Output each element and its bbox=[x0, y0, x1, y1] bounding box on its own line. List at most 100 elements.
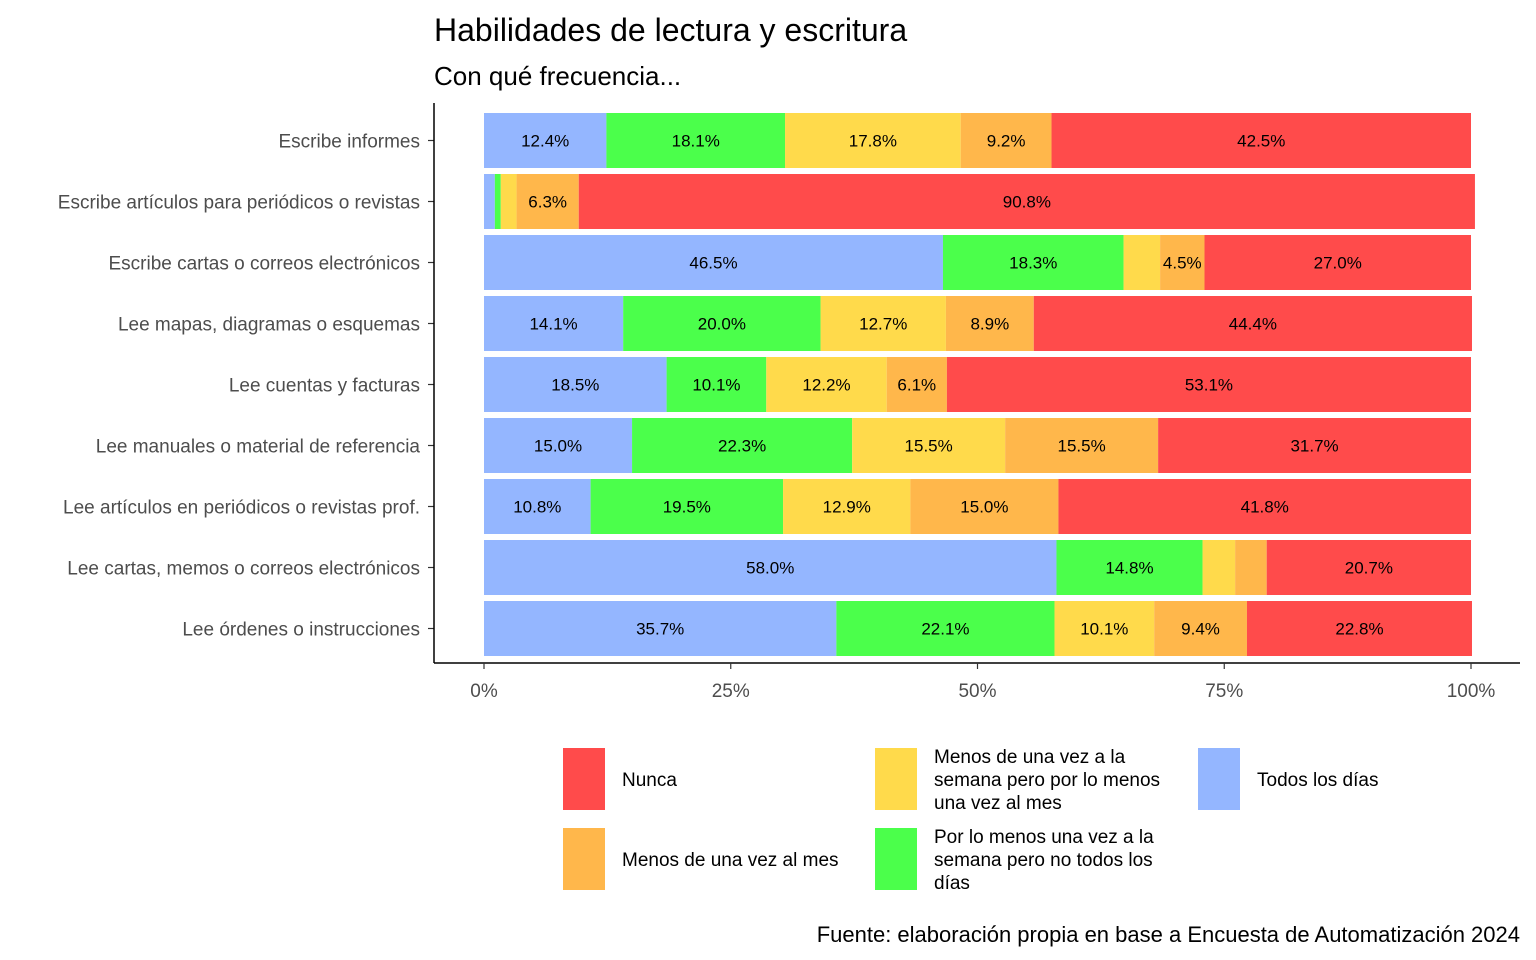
bar-value-label: 35.7% bbox=[636, 620, 684, 639]
bar-value-label: 15.5% bbox=[905, 437, 953, 456]
bar-value-label: 12.9% bbox=[823, 498, 871, 517]
bar-value-label: 15.0% bbox=[534, 437, 582, 456]
bar-segment bbox=[1246, 601, 1472, 656]
bar-value-label: 18.5% bbox=[551, 376, 599, 395]
bar-value-label: 19.5% bbox=[663, 498, 711, 517]
legend-label: Menos de una vez al mes bbox=[622, 850, 839, 871]
bar-segment bbox=[1204, 235, 1471, 290]
bar-value-label: 14.8% bbox=[1105, 559, 1153, 578]
bar-value-label: 10.1% bbox=[1080, 620, 1128, 639]
bar-value-label: 22.3% bbox=[718, 437, 766, 456]
bar-value-label: 18.3% bbox=[1009, 254, 1057, 273]
bar-value-label: 6.3% bbox=[528, 193, 567, 212]
bar-value-label: 20.7% bbox=[1345, 559, 1393, 578]
bar-segment bbox=[942, 235, 1124, 290]
bar-value-label: 58.0% bbox=[746, 559, 794, 578]
bar-segment bbox=[852, 418, 1006, 473]
bar-value-label: 53.1% bbox=[1185, 376, 1233, 395]
bar-value-label: 90.8% bbox=[1003, 193, 1051, 212]
bar-segment bbox=[484, 418, 633, 473]
bar-segment bbox=[1005, 418, 1159, 473]
bar-segment bbox=[1051, 113, 1471, 168]
bar-segment bbox=[960, 113, 1052, 168]
bar-value-label: 27.0% bbox=[1314, 254, 1362, 273]
x-tick-label: 100% bbox=[1447, 681, 1496, 702]
bar-segment bbox=[666, 357, 767, 412]
bar-segment bbox=[1054, 601, 1155, 656]
bar-segment bbox=[946, 357, 1471, 412]
bar-value-label: 4.5% bbox=[1163, 254, 1202, 273]
bar-value-label: 15.5% bbox=[1058, 437, 1106, 456]
bar-segment bbox=[632, 418, 853, 473]
legend-label: Todos los días bbox=[1257, 770, 1378, 791]
bar-segment bbox=[886, 357, 947, 412]
bar-segment bbox=[484, 601, 837, 656]
bar-segment bbox=[1123, 235, 1161, 290]
bar-segment bbox=[484, 113, 607, 168]
legend-key bbox=[875, 748, 917, 810]
bar-segment bbox=[590, 479, 784, 534]
chart-title: Habilidades de lectura y escritura bbox=[434, 12, 907, 48]
legend-key bbox=[563, 748, 605, 810]
bar-segment bbox=[1202, 540, 1236, 595]
chart-caption: Fuente: elaboración propia en base a Enc… bbox=[817, 922, 1520, 947]
x-tick-label: 75% bbox=[1205, 681, 1243, 702]
bar-segment bbox=[484, 235, 943, 290]
bar-segment bbox=[500, 174, 517, 229]
bar-value-label: 9.4% bbox=[1181, 620, 1220, 639]
legend-key bbox=[875, 828, 917, 890]
bar-value-label: 46.5% bbox=[689, 254, 737, 273]
bar-segment bbox=[484, 479, 591, 534]
bar-value-label: 10.1% bbox=[692, 376, 740, 395]
legend: Nunca Menos de una vez al mes Menos de una… bbox=[563, 747, 1378, 894]
bar-segment bbox=[783, 479, 911, 534]
x-axis: 0% 25% 50% 75% 100% bbox=[433, 103, 1520, 702]
bar-value-label: 31.7% bbox=[1290, 437, 1338, 456]
bar-segment bbox=[910, 479, 1059, 534]
bar-value-label: 12.7% bbox=[859, 315, 907, 334]
bar-segment bbox=[1235, 540, 1267, 595]
legend-label: Nunca bbox=[622, 770, 677, 791]
bar-segment bbox=[494, 174, 501, 229]
bar-value-label: 10.8% bbox=[513, 498, 561, 517]
category-label: Lee cuentas y facturas bbox=[229, 376, 420, 397]
bar-value-label: 12.2% bbox=[802, 376, 850, 395]
bar-value-label: 15.0% bbox=[960, 498, 1008, 517]
bar-segment bbox=[1154, 601, 1247, 656]
x-tick-label: 0% bbox=[470, 681, 498, 702]
bar-value-label: 6.1% bbox=[897, 376, 936, 395]
bar-value-label: 44.4% bbox=[1229, 315, 1277, 334]
bar-value-label: 22.8% bbox=[1335, 620, 1383, 639]
bar-segment bbox=[484, 540, 1057, 595]
category-label: Escribe cartas o correos electrónicos bbox=[108, 254, 420, 275]
category-label: Escribe artículos para periódicos o revi… bbox=[58, 193, 420, 214]
x-tick-label: 25% bbox=[712, 681, 750, 702]
bar-value-label: 8.9% bbox=[970, 315, 1009, 334]
legend-key bbox=[563, 828, 605, 890]
bar-value-label: 22.1% bbox=[921, 620, 969, 639]
bar-segment bbox=[1033, 296, 1472, 351]
bar-segment bbox=[484, 296, 624, 351]
bar-segment bbox=[1056, 540, 1203, 595]
bar-value-label: 42.5% bbox=[1237, 132, 1285, 151]
bar-segment bbox=[484, 174, 495, 229]
bar-segment bbox=[1266, 540, 1471, 595]
category-label: Lee manuales o material de referencia bbox=[96, 437, 421, 458]
bar-segment bbox=[623, 296, 821, 351]
category-labels: Escribe informes Escribe artículos para p… bbox=[58, 132, 434, 641]
bar-segment bbox=[1158, 418, 1471, 473]
legend-key bbox=[1198, 748, 1240, 810]
category-label: Lee mapas, diagramas o esquemas bbox=[118, 315, 420, 336]
bar-value-label: 18.1% bbox=[672, 132, 720, 151]
bars-group: 12.4% 18.1% 17.8% 9.2% 42.5% 6.3% 90.8% 46.5% 18… bbox=[484, 113, 1475, 656]
category-label: Lee órdenes o instrucciones bbox=[182, 620, 420, 641]
bar-segment bbox=[820, 296, 946, 351]
x-tick-label: 50% bbox=[958, 681, 996, 702]
category-label: Lee artículos en periódicos o revistas p… bbox=[63, 498, 420, 519]
bar-value-label: 20.0% bbox=[698, 315, 746, 334]
category-label: Lee cartas, memos o correos electrónicos bbox=[67, 559, 420, 580]
bar-segment bbox=[1160, 235, 1205, 290]
bar-segment bbox=[516, 174, 579, 229]
bar-value-label: 9.2% bbox=[987, 132, 1026, 151]
bar-value-label: 12.4% bbox=[521, 132, 569, 151]
